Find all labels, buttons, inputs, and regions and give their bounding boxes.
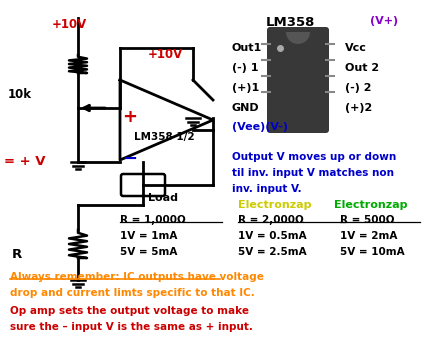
Text: (-) 2: (-) 2	[345, 83, 372, 93]
Text: Out1: Out1	[232, 43, 262, 53]
Text: 1V = 1mA: 1V = 1mA	[120, 231, 177, 241]
Text: drop and current limts specific to that IC.: drop and current limts specific to that …	[10, 288, 255, 298]
Text: (+)1: (+)1	[232, 83, 259, 93]
Text: R = 1,000Ω: R = 1,000Ω	[120, 215, 186, 225]
Text: +10V: +10V	[148, 48, 183, 61]
FancyBboxPatch shape	[121, 174, 165, 196]
Text: = + V: = + V	[4, 155, 45, 168]
Text: Always remember: IC outputs have voltage: Always remember: IC outputs have voltage	[10, 272, 264, 282]
Text: 1V = 2mA: 1V = 2mA	[340, 231, 397, 241]
Wedge shape	[286, 32, 310, 44]
Text: sure the – input V is the same as + input.: sure the – input V is the same as + inpu…	[10, 322, 253, 332]
Text: (-) 1: (-) 1	[232, 63, 259, 73]
Text: 5V = 10mA: 5V = 10mA	[340, 247, 404, 257]
Text: −: −	[122, 150, 137, 168]
Text: 5V = 2.5mA: 5V = 2.5mA	[238, 247, 306, 257]
Text: 1V = 0.5mA: 1V = 0.5mA	[238, 231, 306, 241]
Text: LM358 1/2: LM358 1/2	[134, 132, 195, 142]
Text: Vcc: Vcc	[345, 43, 367, 53]
Text: inv. input V.: inv. input V.	[232, 184, 302, 194]
Text: +10V: +10V	[52, 18, 87, 31]
Text: til inv. input V matches non: til inv. input V matches non	[232, 168, 394, 178]
Text: Load: Load	[148, 193, 178, 203]
Text: 10k: 10k	[8, 88, 32, 101]
Text: 5V = 5mA: 5V = 5mA	[120, 247, 177, 257]
Text: R = 500Ω: R = 500Ω	[340, 215, 395, 225]
Text: Electronzap: Electronzap	[238, 200, 312, 210]
Text: +: +	[122, 108, 137, 126]
FancyBboxPatch shape	[267, 27, 329, 133]
Text: Out 2: Out 2	[345, 63, 379, 73]
Text: GND: GND	[232, 103, 260, 113]
Text: (V+): (V+)	[370, 16, 398, 26]
Text: R: R	[12, 248, 22, 261]
Text: (+)2: (+)2	[345, 103, 372, 113]
Text: LM358: LM358	[265, 16, 315, 29]
Text: Electronzap: Electronzap	[334, 200, 407, 210]
Text: (Vee)(V-): (Vee)(V-)	[232, 122, 288, 132]
Text: Op amp sets the output voltage to make: Op amp sets the output voltage to make	[10, 306, 249, 316]
Text: R = 2,000Ω: R = 2,000Ω	[238, 215, 304, 225]
Text: Output V moves up or down: Output V moves up or down	[232, 152, 396, 162]
